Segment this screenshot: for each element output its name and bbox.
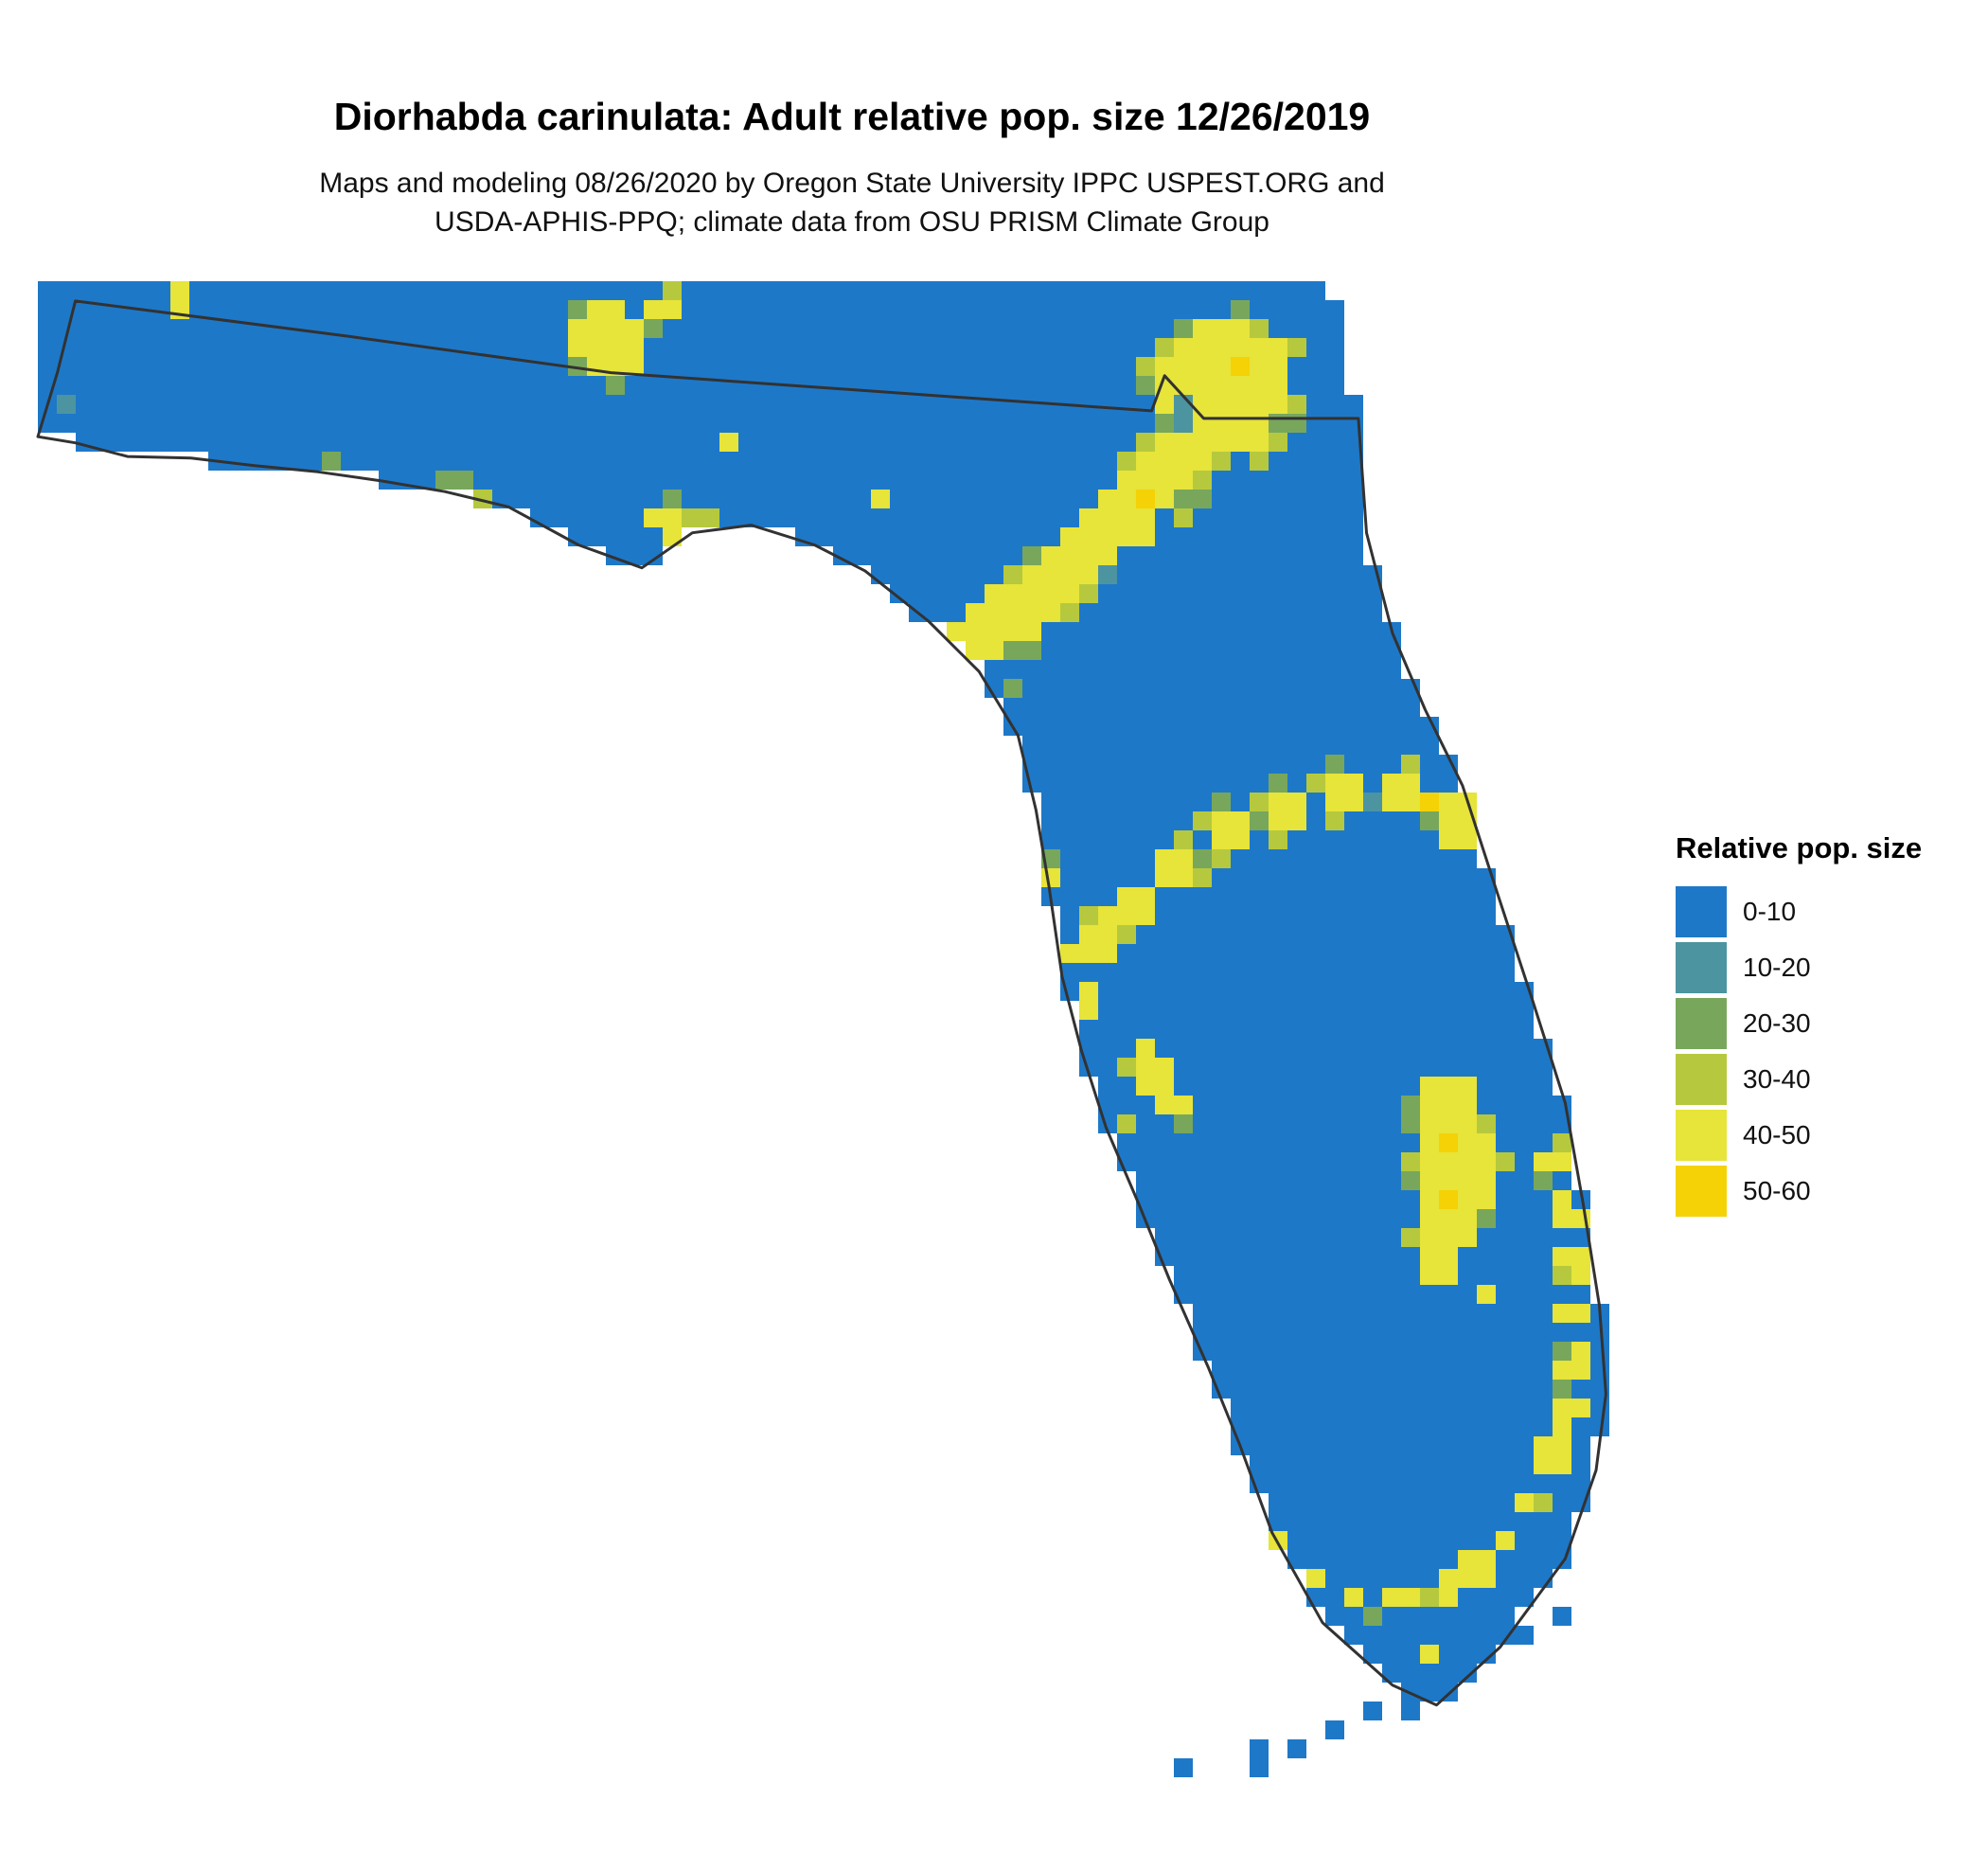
subtitle-line-2: USDA-APHIS-PPQ; climate data from OSU PR…: [435, 206, 1269, 239]
legend-swatch: [1676, 1054, 1727, 1105]
legend-item: 10-20: [1676, 942, 1922, 993]
legend-items: 0-10 10-20 20-30 30-40 40-50 50-60: [1676, 886, 1922, 1217]
legend-item: 0-10: [1676, 886, 1922, 937]
legend-swatch: [1676, 942, 1727, 993]
legend-swatch: [1676, 1110, 1727, 1161]
legend-swatch: [1676, 998, 1727, 1049]
legend-item-label: 0-10: [1743, 897, 1797, 926]
state-outline: [36, 299, 1607, 1707]
legend-item: 30-40: [1676, 1054, 1922, 1105]
legend-item-label: 30-40: [1743, 1064, 1811, 1094]
legend-item: 20-30: [1676, 998, 1922, 1049]
page-title: Diorhabda carinulata: Adult relative pop…: [333, 95, 1371, 138]
legend-swatch: [1676, 1166, 1727, 1217]
legend-swatch: [1676, 886, 1727, 937]
subtitle: Maps and modeling 08/26/2020 by Oregon S…: [0, 164, 1704, 242]
subtitle-line-1: Maps and modeling 08/26/2020 by Oregon S…: [319, 168, 1385, 199]
legend-item-label: 50-60: [1743, 1176, 1811, 1205]
legend-item-label: 40-50: [1743, 1120, 1811, 1149]
legend-title: Relative pop. size: [1676, 831, 1923, 864]
header: Diorhabda carinulata: Adult relative pop…: [0, 95, 1704, 242]
legend-item-label: 10-20: [1743, 953, 1811, 982]
legend: Relative pop. size 0-10 10-20 20-30 30-40 40…: [1676, 831, 1922, 1221]
legend-item: 40-50: [1676, 1110, 1922, 1161]
legend-item: 50-60: [1676, 1166, 1922, 1217]
legend-item-label: 20-30: [1743, 1008, 1811, 1038]
